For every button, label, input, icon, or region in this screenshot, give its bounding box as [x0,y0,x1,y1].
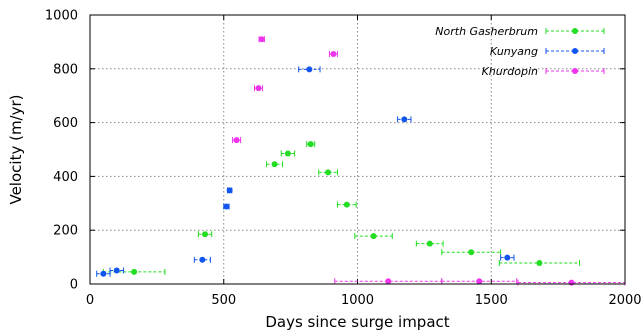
plot-area [96,36,626,286]
legend-item-north-gasherbrum: North Gasherbrum [435,25,605,38]
data-marker [401,116,408,123]
data-marker [325,169,332,176]
data-point [328,51,338,58]
legend-label: Khurdopin [482,65,538,78]
legend-item-khurdopin: Khurdopin [482,65,605,78]
data-marker [568,279,575,286]
legend-label: North Gasherbrum [435,25,538,38]
data-point [223,203,230,210]
y-tick-label: 800 [53,62,78,77]
data-marker [131,268,138,275]
y-tick-label: 400 [53,170,78,185]
series-kunyang [96,66,515,277]
data-marker [330,51,337,58]
data-point [354,233,393,240]
x-axis-label: Days since surge impact [265,313,449,331]
axis-ticks: 0 500 1000 1500 2000 0 200 400 600 800 1000 [45,9,642,309]
data-point [298,66,321,73]
data-marker [100,270,107,277]
data-point [318,169,338,176]
data-marker [385,278,392,285]
y-axis-label: Velocity (m/yr) [7,94,25,204]
data-marker [307,141,314,148]
data-marker [233,137,240,144]
data-point [415,240,444,247]
y-tick-label: 1000 [45,9,78,24]
data-point [197,231,213,238]
data-marker [370,233,377,240]
data-marker [226,187,233,194]
data-marker [343,201,350,208]
plot-frame [89,14,626,285]
data-marker [113,267,120,274]
data-marker [202,231,209,238]
data-point [441,249,502,256]
data-point [517,279,626,286]
grid-lines [90,15,625,284]
legend: North Gasherbrum Kunyang Khurdopin [435,25,605,78]
data-point [193,256,211,263]
data-marker [504,254,511,261]
data-point [266,161,284,168]
y-tick-label: 0 [70,278,78,293]
x-tick-label: 2000 [608,293,641,308]
data-point [397,116,412,123]
legend-marker [572,28,578,34]
series-khurdopin [232,36,626,286]
x-tick-label: 500 [211,293,236,308]
data-point [498,260,581,267]
data-marker [536,260,543,267]
data-marker [468,249,475,256]
data-marker [223,203,230,210]
x-tick-label: 0 [86,293,94,308]
series-north-gasherbrum [102,141,581,275]
legend-marker [572,68,578,74]
data-point [232,137,242,144]
data-point [96,270,111,277]
y-tick-label: 600 [53,116,78,131]
data-marker [258,36,265,43]
data-point [258,36,265,43]
data-marker [271,161,278,168]
data-marker [255,85,262,92]
legend-label: Kunyang [490,45,538,58]
data-point [109,267,124,274]
data-marker [199,256,206,263]
legend-item-kunyang: Kunyang [490,45,605,58]
data-marker [426,240,433,247]
legend-marker [572,48,578,54]
data-marker [284,150,291,157]
data-point [334,278,443,285]
data-point [500,254,515,261]
data-point [254,85,264,92]
data-point [336,201,357,208]
data-marker [476,278,483,285]
data-point [441,278,518,285]
y-tick-label: 200 [53,224,78,239]
data-point [306,141,316,148]
data-point [280,150,296,157]
data-point [102,268,166,275]
x-tick-label: 1000 [341,293,374,308]
data-marker [306,66,313,73]
data-point [226,187,233,194]
x-tick-label: 1500 [475,293,508,308]
